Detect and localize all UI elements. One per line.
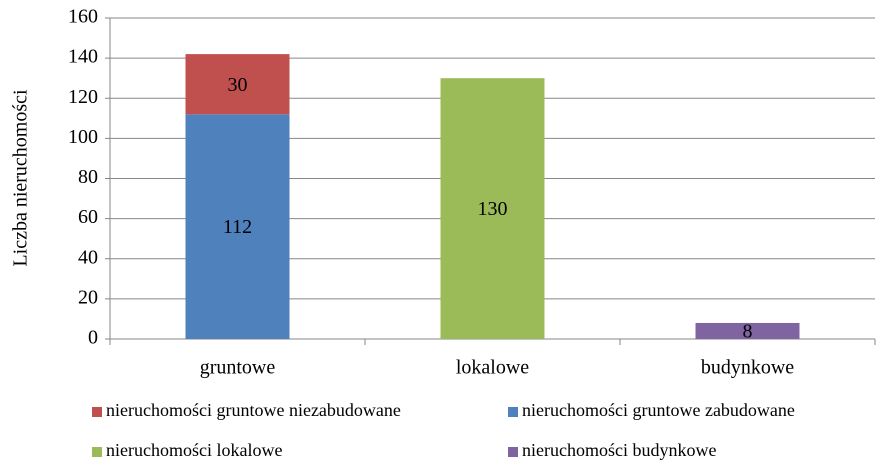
legend-swatch xyxy=(92,407,102,417)
legend-swatch xyxy=(92,447,102,457)
y-tick-label: 0 xyxy=(88,327,98,349)
legend-label: nieruchomości gruntowe niezabudowane xyxy=(106,400,401,420)
x-tick-label: budynkowe xyxy=(701,357,794,379)
y-tick-label: 160 xyxy=(68,6,98,28)
x-tick-label: lokalowe xyxy=(456,357,529,379)
bar-segment xyxy=(695,322,800,339)
y-tick-label: 60 xyxy=(78,206,98,228)
y-tick-label: 140 xyxy=(68,46,98,68)
data-label: 112 xyxy=(223,216,252,238)
bar-segment xyxy=(185,54,290,115)
legend-label: nieruchomości gruntowe zabudowane xyxy=(522,400,795,420)
bar-segment xyxy=(185,114,290,339)
y-axis-label: Liczba nieruchomości xyxy=(10,89,32,267)
y-tick-label: 40 xyxy=(78,246,98,268)
y-tick-label: 120 xyxy=(68,86,98,108)
legend-label: nieruchomości budynkowe xyxy=(522,440,716,460)
legend-swatch xyxy=(508,407,518,417)
x-tick-label: gruntowe xyxy=(200,357,276,379)
legend-label: nieruchomości lokalowe xyxy=(106,440,282,460)
data-label: 8 xyxy=(743,321,753,343)
y-tick-label: 100 xyxy=(68,126,98,148)
data-label: 130 xyxy=(478,198,508,220)
legend-swatch xyxy=(508,447,518,457)
y-tick-label: 80 xyxy=(78,166,98,188)
y-tick-label: 20 xyxy=(78,286,98,308)
data-label: 30 xyxy=(228,74,248,96)
bar-segment xyxy=(440,78,545,339)
